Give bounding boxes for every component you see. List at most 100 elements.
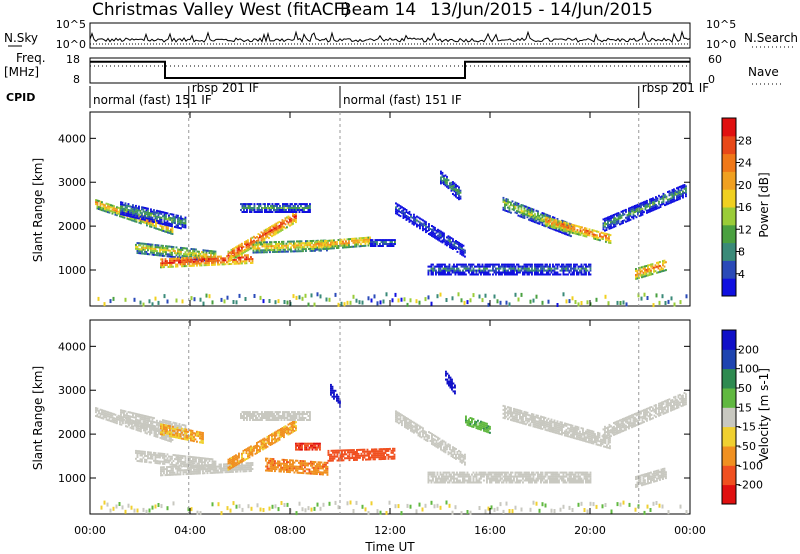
power-cell [455,183,457,186]
power-frame [89,111,691,307]
power-cell [554,227,556,229]
power-cell [281,223,284,225]
power-cell [293,214,296,216]
power-cell [180,248,182,251]
power-cell [376,301,379,306]
power-cell [441,241,444,244]
power-cell [289,216,291,219]
velocity-cell [190,439,192,442]
power-cell [523,215,526,217]
power-cell [258,247,261,250]
velocity-cell [238,464,240,467]
power-cell [277,229,279,232]
power-cell [159,222,161,225]
power-cell [459,197,462,200]
power-cell [472,263,475,266]
power-cell [537,212,539,215]
power-cell [562,273,565,276]
velocity-cell [175,467,177,470]
power-cell [647,266,649,269]
freq-tick-bottom: 8 [73,73,80,86]
power-cell [171,251,173,254]
power-cell [603,232,606,235]
power-cell [423,228,426,231]
velocity-cell [200,468,203,471]
power-cell [499,267,502,270]
power-cell [537,222,539,225]
velocity-cell [278,430,281,433]
velocity-cell [120,415,122,418]
power-cell [517,269,520,272]
power-cell [477,273,479,276]
power-cell [177,216,179,219]
power-cell [448,267,451,270]
velocity-cell [153,434,156,437]
power-cell [622,214,624,217]
power-cell [163,251,166,253]
velocity-cell [191,433,194,436]
power-cell [549,267,551,270]
power-cell [570,229,573,232]
velocity-cell [138,425,140,428]
power-cell [599,233,601,236]
velocity-cell [102,411,105,414]
power-cell [165,245,167,248]
power-cell [439,267,442,270]
velocity-cell [175,473,177,476]
velocity-cell [161,427,164,430]
power-cell [340,244,343,247]
velocity-cell [293,422,296,424]
power-cell [150,214,152,217]
velocity-cell [274,431,276,434]
power-cell [126,204,128,207]
velocity-cell [190,460,193,462]
power-cell [144,216,146,219]
velocity-cell [159,462,161,465]
power-cell [168,218,170,221]
power-cell [565,231,568,234]
power-cell [193,256,195,259]
power-cell [165,227,168,229]
velocity-cell [199,435,201,438]
velocity-cell [113,417,115,420]
power-cell [671,191,674,193]
power-cell [444,267,446,270]
velocity-cell [162,460,164,463]
power-cell [314,243,316,246]
velocity-cell [170,473,173,476]
power-cell [673,198,675,201]
power-cell [535,265,538,268]
power-cell [535,215,538,218]
power-cell [608,227,611,230]
power-cell [205,253,208,256]
power-cell [569,231,571,234]
power-cell [276,246,279,249]
power-cell [243,209,245,211]
velocity-cell [193,432,195,435]
power-cell [159,254,161,257]
power-cell [438,271,440,274]
power-cell [147,215,149,218]
velocity-cell [241,460,243,463]
power-cell [120,205,122,208]
velocity-cell [191,472,194,475]
power-cell [439,292,442,297]
power-cell [318,244,320,247]
velocity-cell [244,468,246,471]
power-cell [505,273,508,276]
power-cell [659,198,662,201]
power-cell [96,203,99,206]
power-cell [288,211,290,213]
velocity-cell [139,415,142,418]
power-cell [177,218,179,221]
velocity-cell [132,425,135,428]
power-cell [408,216,411,219]
velocity-cell [209,466,212,468]
power-cell [442,273,445,276]
power-cell [382,243,384,245]
power-cell [526,212,529,215]
velocity-cell [235,456,237,459]
velocity-cell [182,433,185,436]
power-cell [167,227,169,230]
power-cell [192,252,194,255]
